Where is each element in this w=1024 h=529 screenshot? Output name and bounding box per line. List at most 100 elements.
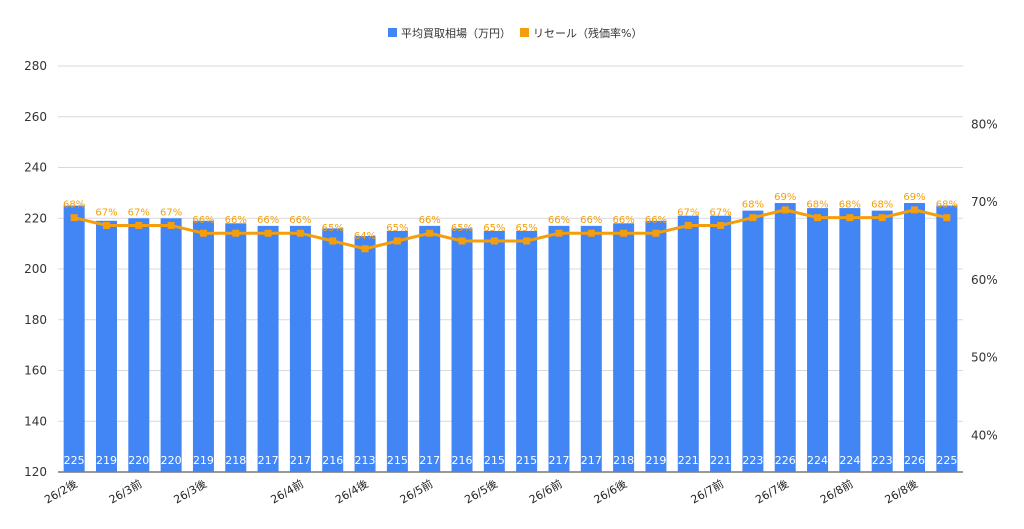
x-tick-label: 26/7前	[688, 476, 726, 506]
bar	[419, 225, 441, 472]
line-point	[232, 229, 240, 237]
bar-value-label: 225	[64, 454, 85, 467]
bar-value-label: 215	[516, 454, 537, 467]
bar	[63, 205, 85, 472]
line-value-label: 66%	[419, 215, 441, 226]
y-left-tick-label: 240	[24, 161, 47, 175]
line-point	[943, 214, 951, 222]
bar-value-label: 216	[452, 454, 473, 467]
x-tick-label: 26/8後	[882, 476, 920, 506]
y-axis-right: 40% 50% 60% 70% 80%	[971, 117, 998, 442]
line-value-label: 67%	[128, 207, 150, 218]
y-left-tick-label: 140	[24, 414, 47, 428]
legend-swatch-line	[520, 28, 529, 37]
line-point	[199, 229, 207, 237]
bar	[160, 218, 182, 472]
y-right-tick-label: 70%	[971, 195, 998, 209]
line-point	[911, 206, 919, 214]
bar	[128, 218, 150, 472]
x-tick-label: 26/3前	[106, 476, 144, 506]
bar-value-label: 219	[193, 454, 214, 467]
x-tick-label: 26/4前	[268, 476, 306, 506]
x-tick-label: 26/3後	[171, 476, 209, 506]
line-point	[458, 237, 466, 245]
line-value-label: 65%	[451, 223, 473, 234]
line-value-label: 66%	[580, 215, 602, 226]
line-point	[749, 214, 757, 222]
line-value-label: 65%	[322, 223, 344, 234]
bar	[677, 215, 699, 472]
line-value-label: 65%	[516, 223, 538, 234]
y-left-tick-label: 120	[24, 465, 47, 479]
bar-value-label: 224	[839, 454, 860, 467]
bar	[483, 230, 505, 472]
bar	[774, 203, 796, 472]
x-tick-label: 26/6後	[591, 476, 629, 506]
line-point	[490, 237, 498, 245]
line-value-labels: 68% 67% 67% 67% 66% 66% 66% 66% 65% 64% 65% 66% 65% 6…	[63, 192, 958, 242]
line-point	[329, 237, 337, 245]
line-value-label: 68%	[742, 200, 764, 211]
bar-value-label: 216	[322, 454, 343, 467]
line-point	[70, 214, 78, 222]
bar	[451, 228, 473, 472]
bar	[386, 230, 408, 472]
line-point	[652, 229, 660, 237]
line-point	[620, 229, 628, 237]
line-point	[814, 214, 822, 222]
line-point	[361, 245, 369, 253]
legend-swatch-bar	[388, 28, 397, 37]
bar	[839, 208, 861, 472]
bar	[710, 215, 732, 472]
line-point	[878, 214, 886, 222]
bar	[225, 223, 247, 472]
bar-value-label: 218	[225, 454, 246, 467]
line-value-label: 66%	[289, 215, 311, 226]
bar	[807, 208, 829, 472]
bar	[871, 210, 893, 472]
bar-value-label: 217	[290, 454, 311, 467]
y-right-tick-label: 40%	[971, 428, 998, 442]
x-tick-label: 26/2後	[42, 476, 80, 506]
legend-label-bar: 平均買取相場（万円）	[401, 27, 511, 40]
line-value-label: 67%	[677, 207, 699, 218]
bar	[613, 223, 635, 472]
x-tick-label: 26/5前	[397, 476, 435, 506]
bar-value-label: 217	[581, 454, 602, 467]
y-axis-left: 120 140 160 180 200 220 240 260 280	[24, 59, 47, 479]
bar	[742, 210, 764, 472]
x-tick-label: 26/7後	[753, 476, 791, 506]
line-value-label: 68%	[839, 200, 861, 211]
bar	[257, 225, 279, 472]
y-left-tick-label: 260	[24, 110, 47, 124]
bar-value-label: 218	[613, 454, 634, 467]
bar-value-label: 219	[96, 454, 117, 467]
line-value-label: 68%	[871, 200, 893, 211]
line-point	[717, 221, 725, 229]
bar	[516, 230, 538, 472]
bar-value-label: 217	[419, 454, 440, 467]
y-left-tick-label: 200	[24, 262, 47, 276]
line-value-label: 68%	[63, 200, 85, 211]
line-value-label: 67%	[160, 207, 182, 218]
x-tick-label: 26/8前	[817, 476, 855, 506]
line-value-label: 65%	[386, 223, 408, 234]
line-point	[426, 229, 434, 237]
y-right-tick-label: 50%	[971, 351, 998, 365]
line-point	[781, 206, 789, 214]
line-value-label: 67%	[709, 207, 731, 218]
bar-value-labels: 225 219 220 220 219 218 217 217 216 213 215 217 216 2…	[64, 454, 958, 467]
line-point	[296, 229, 304, 237]
line-point	[102, 221, 110, 229]
x-axis: 26/2後 26/3前 26/3後 26/4前 26/4後 26/5前 26/5後 26/6前…	[42, 476, 920, 506]
x-tick-label: 26/4後	[333, 476, 371, 506]
x-tick-label: 26/5後	[462, 476, 500, 506]
line-point	[264, 229, 272, 237]
bar-value-label: 226	[775, 454, 796, 467]
bar	[904, 203, 926, 472]
line-point	[523, 237, 531, 245]
line-value-label: 66%	[257, 215, 279, 226]
bar-value-label: 219	[645, 454, 666, 467]
line-point	[393, 237, 401, 245]
